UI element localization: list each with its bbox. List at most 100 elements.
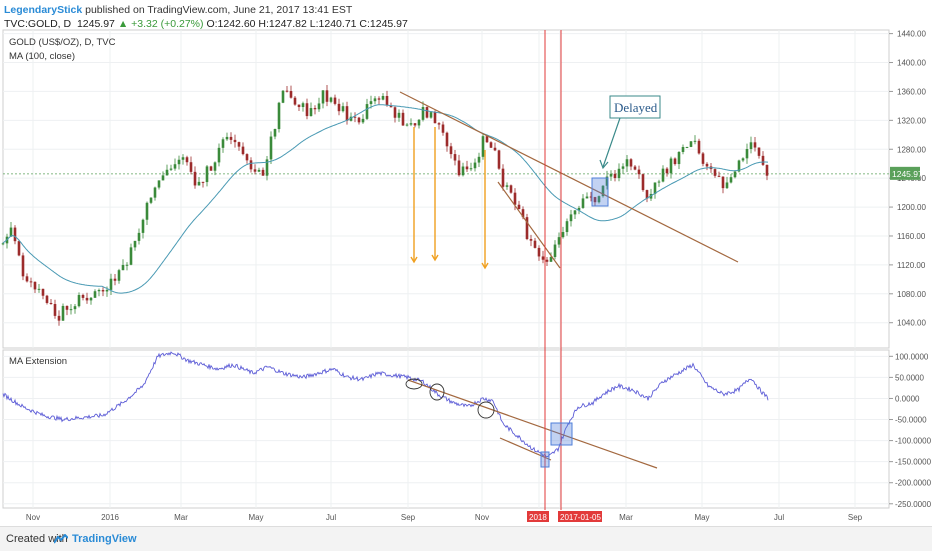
publish-info: published on TradingView.com, June 21, 2… xyxy=(85,4,353,16)
candle-body xyxy=(625,159,629,167)
candle-body xyxy=(129,247,133,265)
candle-body xyxy=(85,297,89,301)
candle-body xyxy=(657,181,661,183)
last-value: 1245.97 xyxy=(76,18,115,30)
signal-arrow-head xyxy=(431,254,439,262)
circle-marker[interactable] xyxy=(477,401,495,419)
last-price-label: 1245.97 xyxy=(892,169,923,179)
candle-body xyxy=(1,243,5,245)
circle-marker[interactable] xyxy=(429,383,445,401)
time-label-highlight xyxy=(558,511,602,522)
candle-body xyxy=(629,159,633,167)
candle-body xyxy=(729,177,733,183)
candle-body xyxy=(337,103,341,112)
created-with-text: Created with xyxy=(6,533,68,545)
candle-body xyxy=(713,169,717,176)
candle-body xyxy=(69,309,73,311)
candle-body xyxy=(585,196,589,199)
highlight-box-price[interactable] xyxy=(591,177,609,207)
candle-body xyxy=(757,147,761,156)
candle-body xyxy=(377,98,381,100)
candle-body xyxy=(753,142,757,148)
candle-body xyxy=(41,288,45,296)
price-tick-label: 1200.00 xyxy=(897,203,926,212)
candle-body xyxy=(441,124,445,133)
ma-100-line xyxy=(2,104,768,294)
trendline-main-down[interactable] xyxy=(399,91,739,263)
candle-body xyxy=(681,147,685,152)
candle-body xyxy=(617,168,621,179)
grid-lines xyxy=(3,30,889,508)
time-tick-label: 2017-01-05 xyxy=(560,513,601,522)
delayed-callout-text: Delayed xyxy=(614,100,658,115)
candle-body xyxy=(637,169,641,175)
delayed-callout[interactable]: Delayed xyxy=(609,95,661,119)
candle-body xyxy=(401,112,405,126)
indicator-tick-label: -50.0000 xyxy=(895,416,927,425)
price-tick-label: 1400.00 xyxy=(897,59,926,68)
time-tick-label: Jul xyxy=(326,513,336,522)
candle-body xyxy=(309,108,313,117)
candle-body xyxy=(121,264,125,271)
candle-body xyxy=(17,241,21,256)
candle-body xyxy=(425,107,429,118)
circle-marker[interactable] xyxy=(405,378,423,390)
candle-body xyxy=(453,154,457,161)
candle-body xyxy=(197,181,201,186)
candle-body xyxy=(653,182,657,194)
candle-body xyxy=(213,162,217,171)
trendline-short-down[interactable] xyxy=(497,181,561,269)
candle-body xyxy=(221,139,225,148)
callout-pointer[interactable] xyxy=(602,117,621,168)
candle-body xyxy=(557,237,561,245)
candle-body xyxy=(721,176,725,189)
candle-body xyxy=(381,95,385,100)
candle-body xyxy=(613,173,617,179)
time-tick-label: Nov xyxy=(475,513,489,522)
candle-body xyxy=(253,169,257,172)
callout-pointer-head xyxy=(599,159,609,170)
tradingview-brand[interactable]: TradingView xyxy=(72,533,137,545)
candle-body xyxy=(765,164,769,176)
candle-body xyxy=(93,291,97,298)
chart-title: GOLD (US$/OZ), D, TVC xyxy=(9,37,116,48)
candle-body xyxy=(469,168,473,170)
indicator-pane xyxy=(2,349,890,509)
candle-body xyxy=(549,257,553,262)
trendline-indicator[interactable] xyxy=(407,379,658,469)
candle-body xyxy=(521,209,525,218)
trendline-indicator-short[interactable] xyxy=(499,437,552,461)
highlight-box-indicator[interactable] xyxy=(550,422,573,446)
candle-body xyxy=(217,147,221,163)
candle-body xyxy=(397,112,401,118)
time-tick-label: Sep xyxy=(401,513,416,522)
candle-body xyxy=(49,302,53,305)
candle-body xyxy=(313,108,317,110)
candle-body xyxy=(689,141,693,147)
indicator-axis[interactable]: 100.0000 50.0000 0.0000 -50.0000 -100.0000 -1… xyxy=(889,352,932,509)
candle-body xyxy=(433,112,437,124)
indicator-tick-label: -200.0000 xyxy=(895,479,932,488)
indicator-tick-label: -150.0000 xyxy=(895,458,932,467)
candle-body xyxy=(249,160,253,170)
candle-body xyxy=(265,159,269,176)
candle-body xyxy=(357,117,361,123)
candle-body xyxy=(153,187,157,198)
candle-body xyxy=(329,97,333,102)
candle-body xyxy=(737,160,741,172)
candle-body xyxy=(761,155,765,165)
author-name[interactable]: LegendaryStick xyxy=(4,4,83,16)
highlight-box-small[interactable] xyxy=(540,451,550,468)
candle-body xyxy=(581,198,585,208)
candle-body xyxy=(297,104,301,108)
candle-body xyxy=(725,182,729,189)
candle-body xyxy=(749,142,753,150)
time-axis[interactable]: Nov 2016 Mar May Jul Sep Nov 2018 2017-01-05 Mar M… xyxy=(26,511,863,522)
candle-body xyxy=(593,197,597,203)
indicator-tick-label: 100.0000 xyxy=(895,352,929,361)
candle-body xyxy=(133,240,137,248)
candle-body xyxy=(669,158,673,174)
candle-body xyxy=(477,156,481,163)
candle-body xyxy=(305,103,309,117)
